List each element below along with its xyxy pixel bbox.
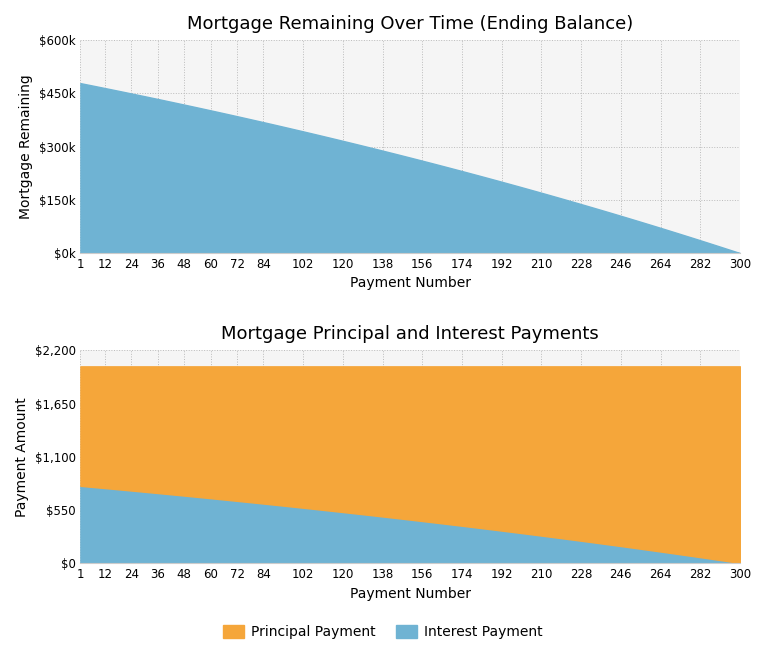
X-axis label: Payment Number: Payment Number (349, 276, 470, 290)
Title: Mortgage Principal and Interest Payments: Mortgage Principal and Interest Payments (221, 326, 599, 343)
Y-axis label: Mortgage Remaining: Mortgage Remaining (19, 74, 34, 219)
Title: Mortgage Remaining Over Time (Ending Balance): Mortgage Remaining Over Time (Ending Bal… (187, 15, 633, 33)
Legend: Principal Payment, Interest Payment: Principal Payment, Interest Payment (218, 620, 548, 645)
Y-axis label: Payment Amount: Payment Amount (15, 397, 29, 517)
X-axis label: Payment Number: Payment Number (349, 587, 470, 601)
